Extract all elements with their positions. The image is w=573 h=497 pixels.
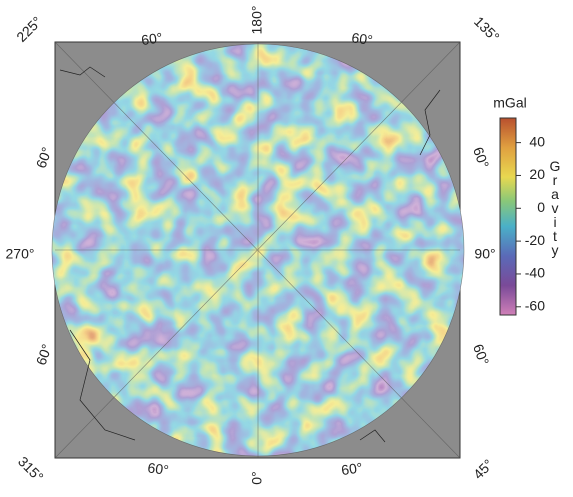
graticule-label: 315° <box>15 453 47 485</box>
colorbar-tick-label: 20 <box>529 166 545 182</box>
graticule-label: 60° <box>351 29 374 48</box>
graticule-label: 60° <box>33 145 55 170</box>
colorbar-tick-label: 0 <box>537 199 545 215</box>
graticule-label: 60° <box>140 29 163 48</box>
graticule-label: 45° <box>470 456 496 482</box>
graticule-label: 225° <box>13 13 45 45</box>
graticule-label: 60° <box>147 459 170 478</box>
colorbar-tick-label: -20 <box>525 232 545 248</box>
colorbar-unit: mGal <box>493 95 526 111</box>
graticule-label: 60° <box>340 459 363 478</box>
graticule-label: 90° <box>474 246 495 262</box>
graticule-label: 60° <box>470 145 492 170</box>
map: 225° 60° 180° 60° 135° 60° 60° 270° 90° 60° 60° 315… <box>0 0 573 497</box>
graticule-label: 180° <box>249 6 265 35</box>
graticule-label: 0° <box>249 471 265 484</box>
colorbar-tick-label: -60 <box>525 297 545 313</box>
map-figure: 225° 60° 180° 60° 135° 60° 60° 270° 90° 60° 60° 315… <box>0 0 573 497</box>
graticule-label: 60° <box>470 342 492 367</box>
colorbar-tick-label: -40 <box>525 265 545 281</box>
graticule-label: 135° <box>471 13 503 45</box>
colorbar <box>500 118 516 315</box>
colorbar-title: Gravity <box>548 158 562 256</box>
colorbar-tick-label: 40 <box>529 133 545 149</box>
graticule-label: 270° <box>6 246 35 262</box>
graticule-label: 60° <box>33 342 55 367</box>
